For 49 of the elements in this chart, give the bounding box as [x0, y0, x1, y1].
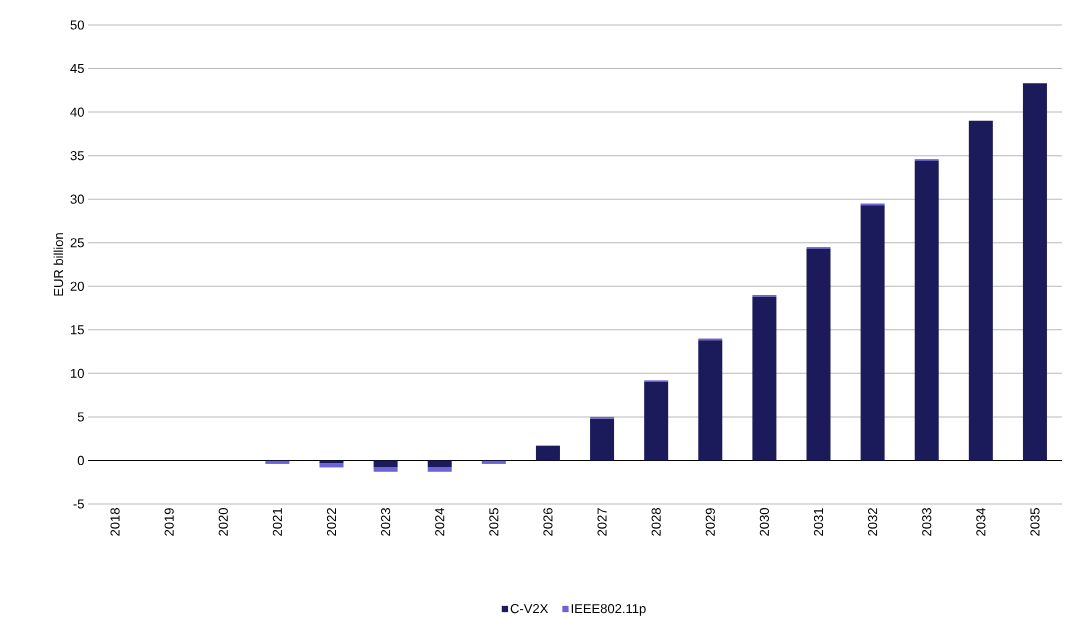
x-tick-label: 2020 — [218, 508, 228, 536]
x-tick-label: 2034 — [976, 507, 986, 536]
x-tick-label: 2031 — [813, 508, 824, 536]
bar — [914, 160, 939, 461]
bar — [319, 460, 344, 464]
x-tick-label: 2033 — [922, 508, 932, 536]
y-tick-label: 40 — [70, 107, 84, 117]
bar — [1022, 83, 1047, 461]
bar — [644, 382, 669, 461]
y-axis-title: EUR billion — [53, 233, 64, 296]
y-tick-label: 20 — [70, 281, 84, 291]
x-tick-label: 2024 — [435, 507, 445, 536]
bar — [535, 445, 560, 461]
bar — [427, 467, 452, 472]
bar — [752, 296, 777, 461]
x-tick-label: 2026 — [543, 508, 553, 536]
x-tick-label: 2030 — [759, 508, 769, 536]
y-tick-label: 0 — [77, 455, 84, 466]
x-tick-label: 2035 — [1030, 508, 1040, 536]
x-tick-label: 2018 — [110, 508, 120, 536]
bar — [373, 467, 398, 472]
y-tick-label: 5 — [77, 412, 84, 422]
y-tick-label: 15 — [71, 325, 84, 335]
x-tick-label: 2032 — [868, 508, 878, 536]
x-tick-label: 2023 — [381, 508, 391, 536]
bar — [319, 463, 344, 468]
y-tick-label: -5 — [73, 499, 84, 509]
bar — [373, 460, 398, 468]
bar — [806, 248, 831, 461]
y-tick-label: 10 — [71, 368, 84, 378]
y-tick-label: 25 — [70, 238, 84, 248]
x-tick-label: 2021 — [272, 508, 282, 536]
bar — [968, 120, 993, 461]
y-tick-label: 35 — [70, 151, 84, 161]
x-tick-label: 2022 — [326, 508, 337, 536]
x-tick-label: 2019 — [164, 508, 174, 536]
x-tick-label: 2025 — [489, 508, 499, 536]
x-tick-label: 2027 — [597, 508, 607, 536]
y-tick-label: 30 — [70, 194, 84, 204]
bar — [860, 205, 885, 461]
x-tick-label: 2029 — [705, 508, 715, 536]
bar — [590, 418, 615, 461]
y-tick-label: 45 — [70, 64, 84, 74]
legend-label: IEEE802.11p — [571, 604, 646, 616]
bar — [427, 460, 452, 468]
y-tick-label: 50 — [70, 20, 84, 30]
bar — [698, 340, 723, 461]
x-tick-label: 2028 — [651, 508, 661, 536]
legend-label: C-V2X — [510, 604, 549, 614]
